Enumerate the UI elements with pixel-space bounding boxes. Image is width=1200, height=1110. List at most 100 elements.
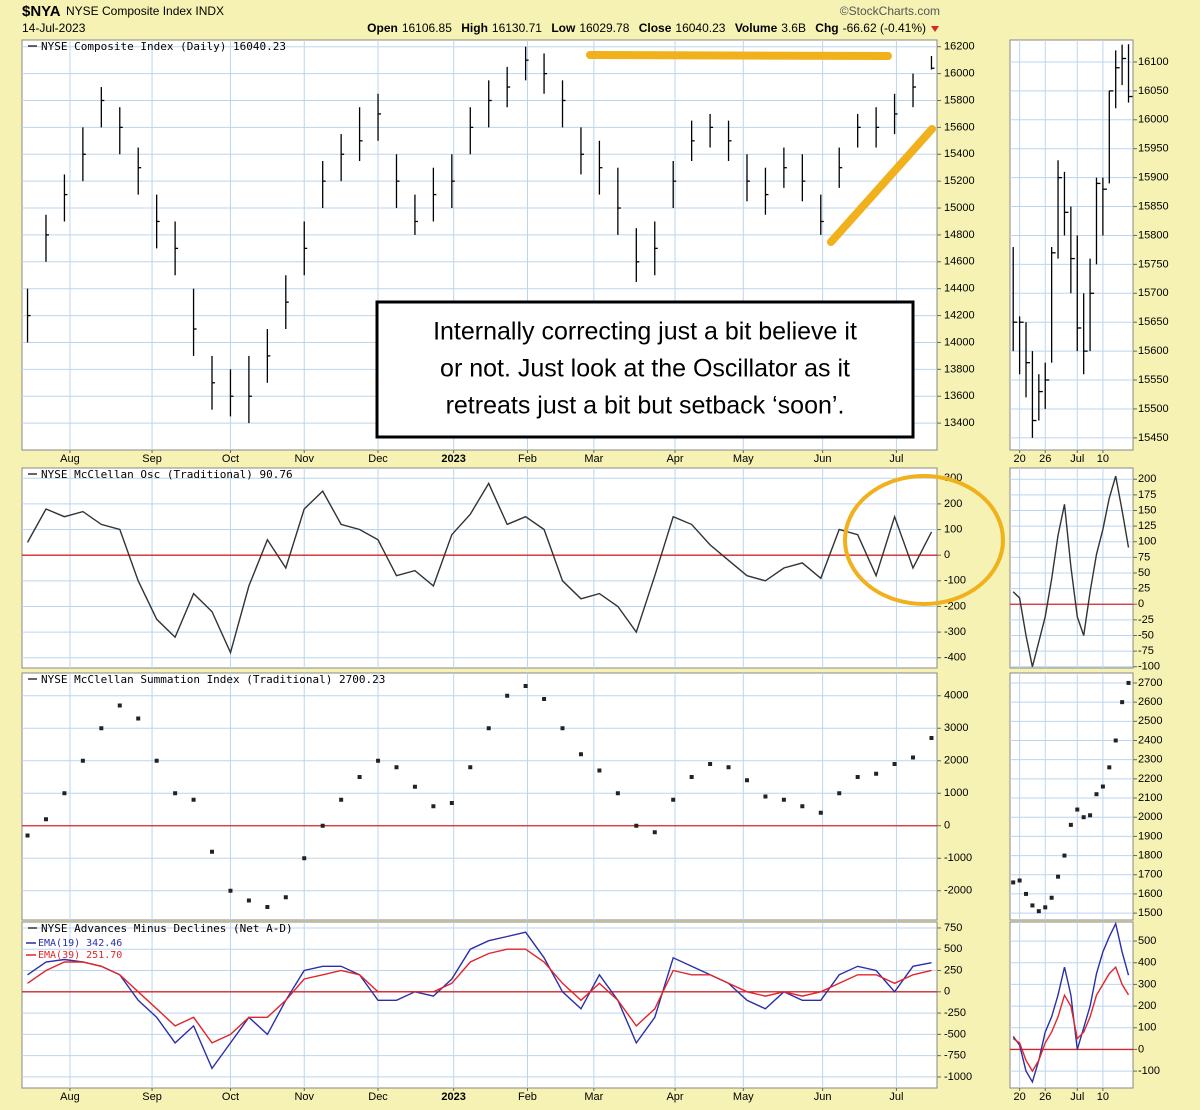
x-tick-label: 2023 <box>441 453 465 465</box>
quote-value: 16130.71 <box>492 21 542 35</box>
y-tick-label: 2300 <box>1138 754 1162 766</box>
summation-dot <box>210 849 215 854</box>
summation-dot <box>320 823 325 828</box>
panel-title: NYSE Advances Minus Declines (Net A-D) <box>41 922 293 935</box>
summation-dot <box>1075 807 1080 812</box>
x-tick-label: Jul <box>889 1091 903 1103</box>
x-tick-label: Jul <box>1070 453 1084 465</box>
panel-title: NYSE Composite Index (Daily) 16040.23 <box>41 40 286 53</box>
summation-dot <box>542 697 547 701</box>
summation-dot <box>1126 680 1131 685</box>
summation-dot <box>560 726 565 731</box>
summation-dot <box>1036 909 1041 914</box>
indicator-line <box>26 481 933 655</box>
summation-dot <box>62 791 67 796</box>
y-tick-label: 15200 <box>944 175 975 187</box>
x-tick-label: Aug <box>60 1091 80 1103</box>
x-tick-label: Mar <box>584 1091 603 1103</box>
y-tick-label: 2700 <box>1138 677 1162 689</box>
summation-dot <box>818 810 823 815</box>
y-tick-label: 15550 <box>1138 374 1169 386</box>
summation-dot <box>154 758 159 763</box>
y-tick-label: 200 <box>1138 473 1156 485</box>
summation-dot <box>246 898 251 903</box>
indicator-line <box>27 931 932 1070</box>
y-tick-label: -750 <box>944 1050 966 1062</box>
y-tick-label: 16200 <box>944 41 975 53</box>
quote-label: Volume <box>735 21 778 35</box>
x-tick-label: Feb <box>518 1091 537 1103</box>
summation-dot <box>136 716 141 721</box>
x-tick-label: 26 <box>1039 1091 1051 1103</box>
y-tick-label: 50 <box>1138 567 1150 579</box>
summation-dot <box>228 888 233 893</box>
x-tick-label: Sep <box>142 1091 162 1103</box>
x-tick-label: Apr <box>666 453 683 465</box>
y-tick-label: 25 <box>1138 583 1150 595</box>
summation-dot <box>339 797 344 802</box>
y-tick-label: 15950 <box>1138 143 1169 155</box>
y-tick-label: 2100 <box>1138 792 1162 804</box>
x-tick-label: 20 <box>1013 453 1025 465</box>
summation-dot <box>1094 792 1099 797</box>
source: ©StockCharts.com <box>840 4 940 18</box>
summation-dot <box>523 684 528 688</box>
legend-label: EMA(19) 342.46 <box>38 938 122 949</box>
y-tick-label: 0 <box>1138 1043 1144 1055</box>
x-tick-label: Nov <box>294 453 314 465</box>
y-tick-label: -25 <box>1138 614 1154 626</box>
y-tick-label: 1600 <box>1138 888 1162 900</box>
panel <box>21 672 938 921</box>
summation-dot <box>1081 815 1086 820</box>
indicator-line <box>27 948 932 1044</box>
summation-dot <box>1100 784 1105 789</box>
summation-dot <box>1088 813 1093 818</box>
y-tick-label: 14200 <box>944 309 975 321</box>
y-tick-label: 15500 <box>1138 403 1169 415</box>
y-tick-label: -400 <box>944 652 966 664</box>
summation-dot <box>1056 874 1061 879</box>
summation-dot <box>1024 891 1029 896</box>
x-tick-label: Dec <box>368 453 388 465</box>
y-tick-label: 16000 <box>944 68 975 80</box>
summation-dot <box>1113 738 1118 743</box>
y-tick-label: 1000 <box>944 787 968 799</box>
y-tick-label: 150 <box>1138 504 1156 516</box>
y-tick-label: 500 <box>944 943 962 955</box>
x-tick-label: 10 <box>1097 453 1109 465</box>
y-tick-label: 16000 <box>1138 114 1169 126</box>
quote-label: Chg <box>815 21 838 35</box>
summation-dot <box>1062 853 1067 858</box>
summation-dot <box>744 778 749 783</box>
legend-label: EMA(39) 251.70 <box>38 950 122 961</box>
x-tick-label: May <box>733 453 754 465</box>
summation-dot <box>468 765 473 770</box>
y-tick-label: 125 <box>1138 520 1156 532</box>
y-tick-label: 15850 <box>1138 200 1169 212</box>
panel <box>21 921 938 1089</box>
y-tick-label: 175 <box>1138 489 1156 501</box>
x-tick-label: 2023 <box>441 1091 465 1103</box>
y-tick-label: -100 <box>944 575 966 587</box>
summation-dot <box>283 895 288 900</box>
y-tick-label: -200 <box>944 600 966 612</box>
panel <box>1009 672 1134 921</box>
summation-dot <box>671 797 676 802</box>
y-tick-label: 16100 <box>1138 56 1169 68</box>
panel-title: NYSE McClellan Summation Index (Traditio… <box>41 673 385 686</box>
overlay: Internally correcting just a bit believe… <box>375 51 1005 606</box>
x-tick-label: Oct <box>222 453 239 465</box>
y-tick-label: 400 <box>1138 957 1156 969</box>
x-tick-label: Mar <box>584 453 603 465</box>
y-tick-label: 0 <box>944 820 950 832</box>
y-tick-label: 15450 <box>1138 432 1169 444</box>
summation-dot <box>800 804 805 809</box>
summation-dot <box>394 765 399 770</box>
date: 14-Jul-2023 <box>22 21 86 35</box>
y-tick-label: 75 <box>1138 551 1150 563</box>
y-tick-label: -1000 <box>944 1071 972 1083</box>
annotation-text: or not. Just look at the Oscillator as i… <box>440 355 850 383</box>
summation-dot <box>726 765 731 770</box>
y-tick-label: 14600 <box>944 256 975 268</box>
